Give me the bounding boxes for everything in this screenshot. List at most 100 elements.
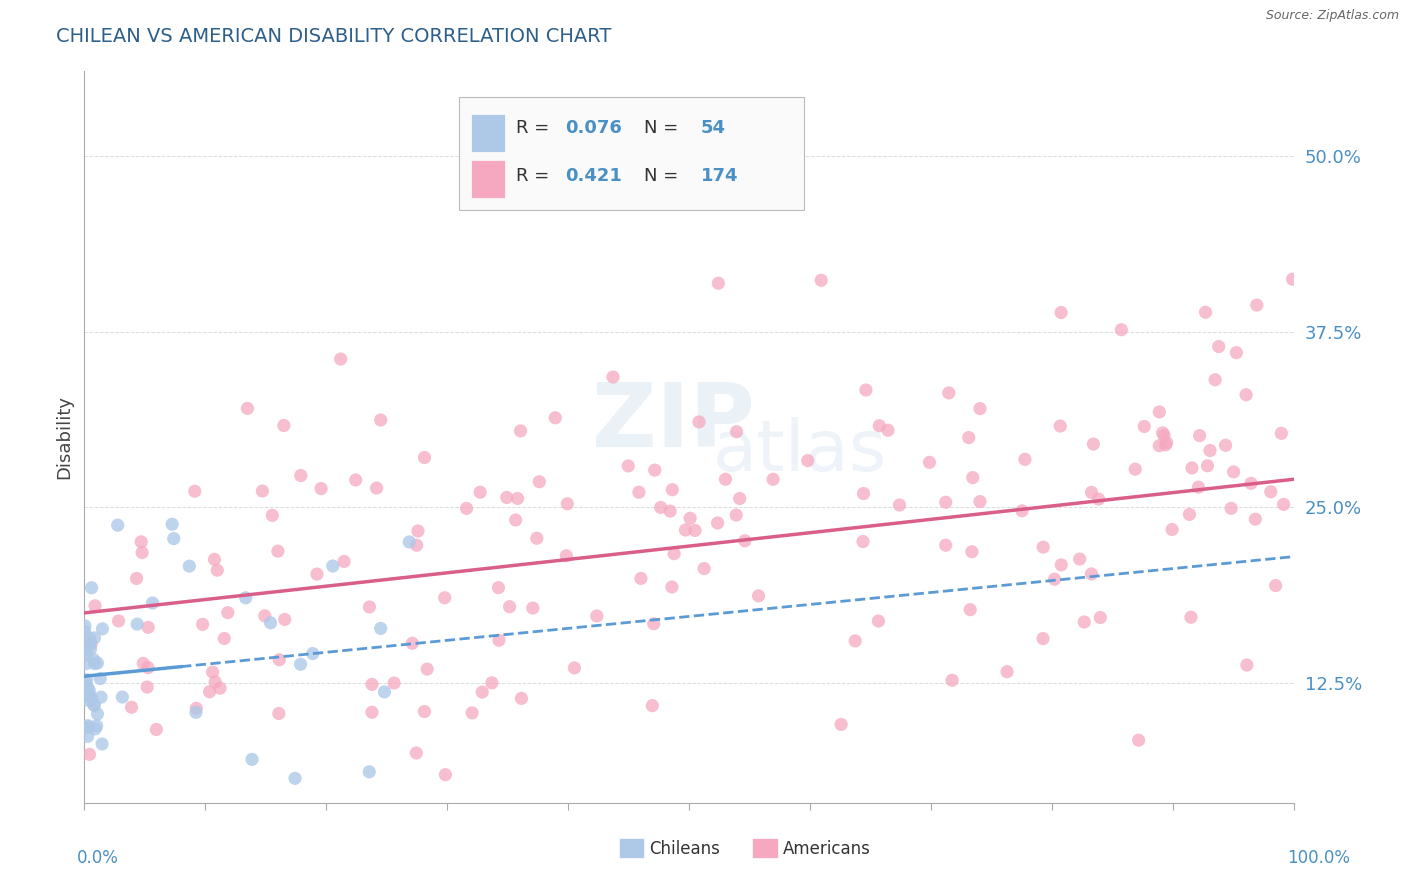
Point (498, 599, 520, 614)
Point (73, 624, 96, 639)
Point (683, 524, 706, 538)
Y-axis label: Disability: Disability (55, 395, 73, 479)
Point (142, 596, 165, 610)
Point (91, 737, 114, 751)
Point (509, 424, 531, 438)
Point (373, 685, 395, 699)
Point (471, 685, 494, 699)
Point (1032, 540, 1054, 554)
Point (1083, 437, 1105, 451)
Point (662, 547, 685, 561)
Point (1080, 566, 1102, 581)
Point (305, 567, 328, 582)
Point (1153, 428, 1175, 442)
Point (333, 554, 356, 568)
Point (935, 538, 957, 552)
Point (1080, 485, 1102, 500)
Point (877, 423, 900, 437)
Bar (471, 114, 505, 152)
Point (969, 494, 991, 508)
Text: N =: N = (644, 167, 685, 185)
Point (725, 425, 748, 439)
Point (1014, 452, 1036, 467)
Point (107, 518, 129, 533)
Point (77, 693, 100, 707)
Point (76, 680, 98, 694)
Point (127, 617, 149, 632)
Point (1011, 504, 1033, 518)
Point (416, 662, 439, 676)
Point (868, 614, 890, 628)
Point (557, 497, 579, 511)
Point (401, 636, 423, 650)
Point (80, 637, 103, 651)
Point (83, 657, 105, 671)
Point (406, 524, 429, 538)
Point (1111, 323, 1133, 337)
Point (1050, 558, 1073, 572)
Point (1149, 405, 1171, 419)
Point (79, 631, 101, 645)
Point (555, 549, 578, 563)
Point (468, 485, 491, 500)
Point (1178, 508, 1201, 522)
Point (510, 691, 533, 706)
Point (1133, 419, 1156, 434)
FancyBboxPatch shape (460, 97, 804, 211)
Text: 0.0%: 0.0% (77, 849, 120, 867)
Point (1204, 373, 1226, 387)
Point (679, 511, 702, 525)
Text: CHILEAN VS AMERICAN DISABILITY CORRELATION CHART: CHILEAN VS AMERICAN DISABILITY CORRELATI… (56, 27, 612, 45)
Point (1215, 438, 1237, 452)
Point (83, 631, 105, 645)
Point (290, 468, 312, 483)
Point (844, 634, 866, 648)
Point (186, 701, 208, 715)
Point (73, 619, 96, 633)
Point (1087, 491, 1109, 506)
Point (322, 559, 344, 574)
Point (91, 622, 114, 636)
Point (359, 764, 381, 779)
Point (366, 481, 388, 495)
Point (1272, 497, 1295, 511)
Point (1222, 465, 1244, 479)
Point (725, 508, 748, 522)
Point (526, 531, 548, 545)
Point (79, 683, 101, 698)
Point (344, 473, 367, 487)
Point (90, 690, 112, 705)
Point (957, 431, 980, 445)
Point (83, 698, 105, 712)
Point (111, 690, 134, 704)
Point (706, 516, 728, 530)
Text: ZIP: ZIP (592, 379, 755, 466)
Point (370, 622, 392, 636)
Point (252, 484, 274, 499)
Point (693, 561, 716, 575)
Point (131, 545, 153, 559)
Point (89, 672, 111, 686)
Point (201, 665, 224, 679)
Point (1246, 298, 1268, 312)
Point (198, 684, 221, 698)
Point (184, 484, 207, 499)
Point (1208, 340, 1230, 354)
Point (688, 415, 710, 429)
Point (1197, 458, 1219, 473)
Point (728, 491, 751, 506)
Point (253, 608, 276, 623)
Point (179, 559, 201, 574)
Point (1236, 658, 1258, 673)
Text: 54: 54 (702, 120, 725, 137)
Point (217, 606, 239, 620)
Point (405, 538, 427, 552)
Point (240, 752, 263, 766)
Point (107, 614, 129, 628)
Point (1199, 443, 1222, 458)
Text: 0.076: 0.076 (565, 120, 623, 137)
Point (136, 680, 159, 694)
Point (1152, 425, 1174, 440)
Point (714, 472, 737, 486)
Point (748, 589, 770, 603)
